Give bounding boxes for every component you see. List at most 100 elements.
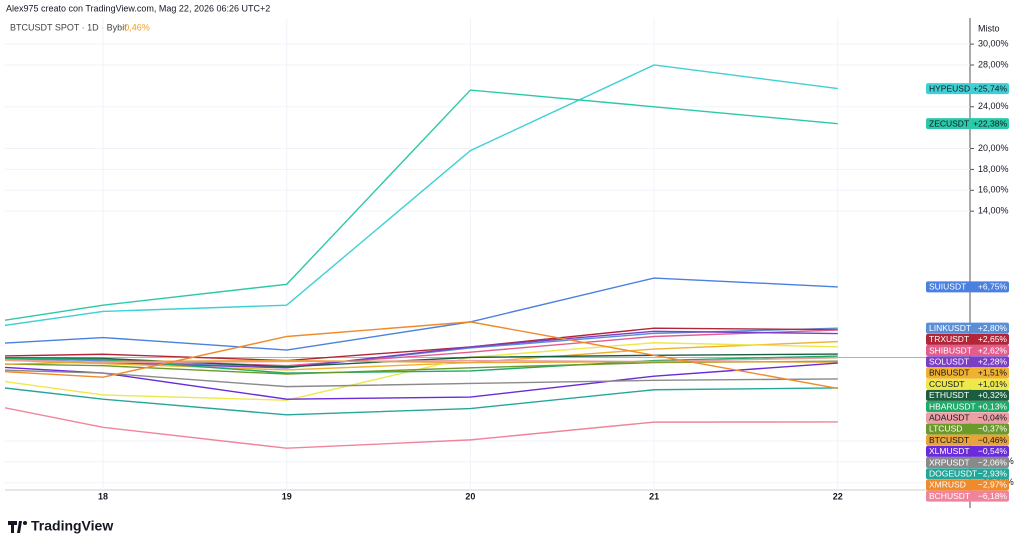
tag-name: BNBUSDT — [929, 368, 970, 378]
last-value-tag: SHIBUSDT +2,62% — [926, 345, 1009, 357]
last-value-tag: SOLUSDT +2,28% — [926, 356, 1009, 368]
tag-name: XMRUSD — [929, 480, 966, 490]
last-value-tag: LINKUSDT +2,80% — [926, 322, 1009, 334]
last-value-tag: XRPUSDT −2,06% — [926, 457, 1009, 469]
tag-name: BTCUSDT — [929, 435, 969, 445]
tag-background — [926, 356, 1009, 368]
last-value-tag: ETHUSDT +0,32% — [926, 389, 1009, 401]
y-tick-label: 28,00% — [978, 59, 1009, 69]
tag-background — [926, 468, 1009, 480]
tag-value: +2,80% — [978, 323, 1008, 333]
tag-background — [926, 118, 1009, 130]
tag-name: ETHUSDT — [929, 390, 969, 400]
tag-name: SHIBUSDT — [929, 345, 972, 355]
logo-text: TradingView — [31, 518, 113, 534]
tag-value: −2,97% — [978, 480, 1008, 490]
tag-name: ADAUSDT — [929, 412, 970, 422]
series-line — [5, 342, 838, 401]
x-tick-label: 20 — [465, 491, 475, 501]
tag-value: −0,54% — [978, 446, 1008, 456]
logo: TradingView — [8, 518, 113, 534]
series-line — [5, 360, 838, 375]
tag-background — [926, 322, 1009, 334]
plot-area — [5, 64, 838, 449]
tag-value: −0,04% — [978, 412, 1008, 422]
tag-value: −6,18% — [978, 491, 1008, 501]
tag-background — [926, 445, 1009, 457]
tag-background — [926, 345, 1009, 357]
tag-background — [926, 389, 1009, 401]
series-line — [5, 321, 838, 390]
tag-name: TRXUSDT — [929, 334, 969, 344]
series-line — [5, 355, 838, 374]
last-value-tag: ZECUSDT +22,38% — [926, 118, 1009, 130]
last-value-tag: SUIUSDT +6,75% — [926, 281, 1009, 293]
tag-value: −0,46% — [978, 435, 1008, 445]
tag-value: +2,62% — [978, 345, 1008, 355]
tag-background — [926, 333, 1009, 345]
tag-background — [926, 434, 1009, 446]
tag-background — [926, 367, 1009, 379]
series-line — [5, 277, 838, 351]
tag-name: SOLUSDT — [929, 356, 969, 366]
tag-background — [926, 281, 1009, 293]
tag-name: ZECUSDT — [929, 118, 969, 128]
series-line — [5, 369, 838, 388]
y-tick-label: 18,00% — [978, 164, 1009, 174]
tag-value: +1,51% — [978, 368, 1008, 378]
x-tick-label: 21 — [649, 491, 659, 501]
series-line — [5, 362, 838, 400]
last-value-tag: CCUSDT +1,01% — [926, 378, 1009, 390]
tag-background — [926, 378, 1009, 390]
tag-value: +2,65% — [978, 334, 1008, 344]
tag-name: HYPEUSD — [929, 83, 970, 93]
attribution: Alex975 creato con TradingView.com, Mag … — [6, 3, 270, 13]
series-line — [5, 64, 838, 327]
tag-name: LTCUSD — [929, 424, 962, 434]
x-tick-label: 18 — [98, 491, 108, 501]
y-tick-label: 20,00% — [978, 143, 1009, 153]
tag-background — [926, 401, 1009, 413]
y-tick-label: 24,00% — [978, 101, 1009, 111]
tag-background — [926, 412, 1009, 424]
tag-value: −2,93% — [978, 468, 1008, 478]
tag-value: +22,38% — [973, 118, 1007, 128]
symbol: BTCUSDT SPOT · 1D · Bybit — [10, 22, 127, 32]
x-tick-label: 22 — [833, 491, 843, 501]
tag-name: XRPUSDT — [929, 457, 970, 467]
tag-value: +1,01% — [978, 379, 1008, 389]
y-tick-label: 16,00% — [978, 185, 1009, 195]
tag-background — [926, 457, 1009, 469]
series-line — [5, 359, 838, 366]
series-line — [5, 327, 838, 362]
last-value-tag: XMRUSD −2,97% — [926, 479, 1009, 491]
last-value-tag: HYPEUSD +25,74% — [926, 83, 1009, 95]
last-value-tag: BTCUSDT −0,46% — [926, 434, 1009, 446]
tag-value: +25,74% — [973, 83, 1007, 93]
last-value-tag: TRXUSDT +2,65% — [926, 333, 1009, 345]
tag-name: DOGEUSDT — [929, 468, 977, 478]
tag-name: XLMUSDT — [929, 446, 970, 456]
tag-background — [926, 479, 1009, 491]
x-tick-label: 19 — [282, 491, 292, 501]
y-tick-label: 30,00% — [978, 38, 1009, 48]
tag-value: +0,32% — [978, 390, 1008, 400]
last-value-tag: LTCUSD −0,37% — [926, 423, 1009, 435]
tag-value: +6,75% — [978, 282, 1008, 292]
tag-value: +2,28% — [978, 356, 1008, 366]
tag-name: SUIUSDT — [929, 282, 966, 292]
last-value-tag: BCHUSDT −6,18% — [926, 490, 1009, 502]
tag-name: HBARUSDT — [929, 401, 976, 411]
tag-name: LINKUSDT — [929, 323, 971, 333]
last-value-tag: ADAUSDT −0,04% — [926, 412, 1009, 424]
tag-name: BCHUSDT — [929, 491, 970, 501]
last-value-tag: BNBUSDT +1,51% — [926, 367, 1009, 379]
tag-value: −0,37% — [978, 424, 1008, 434]
last-value-tag: HBARUSDT +0,13% — [926, 401, 1009, 413]
last-value-tag: XLMUSDT −0,54% — [926, 445, 1009, 457]
tag-background — [926, 490, 1009, 502]
y-tick-label: 14,00% — [978, 206, 1009, 216]
scale-label: Misto — [978, 23, 1000, 33]
last-value-tag: DOGEUSDT −2,93% — [926, 468, 1009, 480]
